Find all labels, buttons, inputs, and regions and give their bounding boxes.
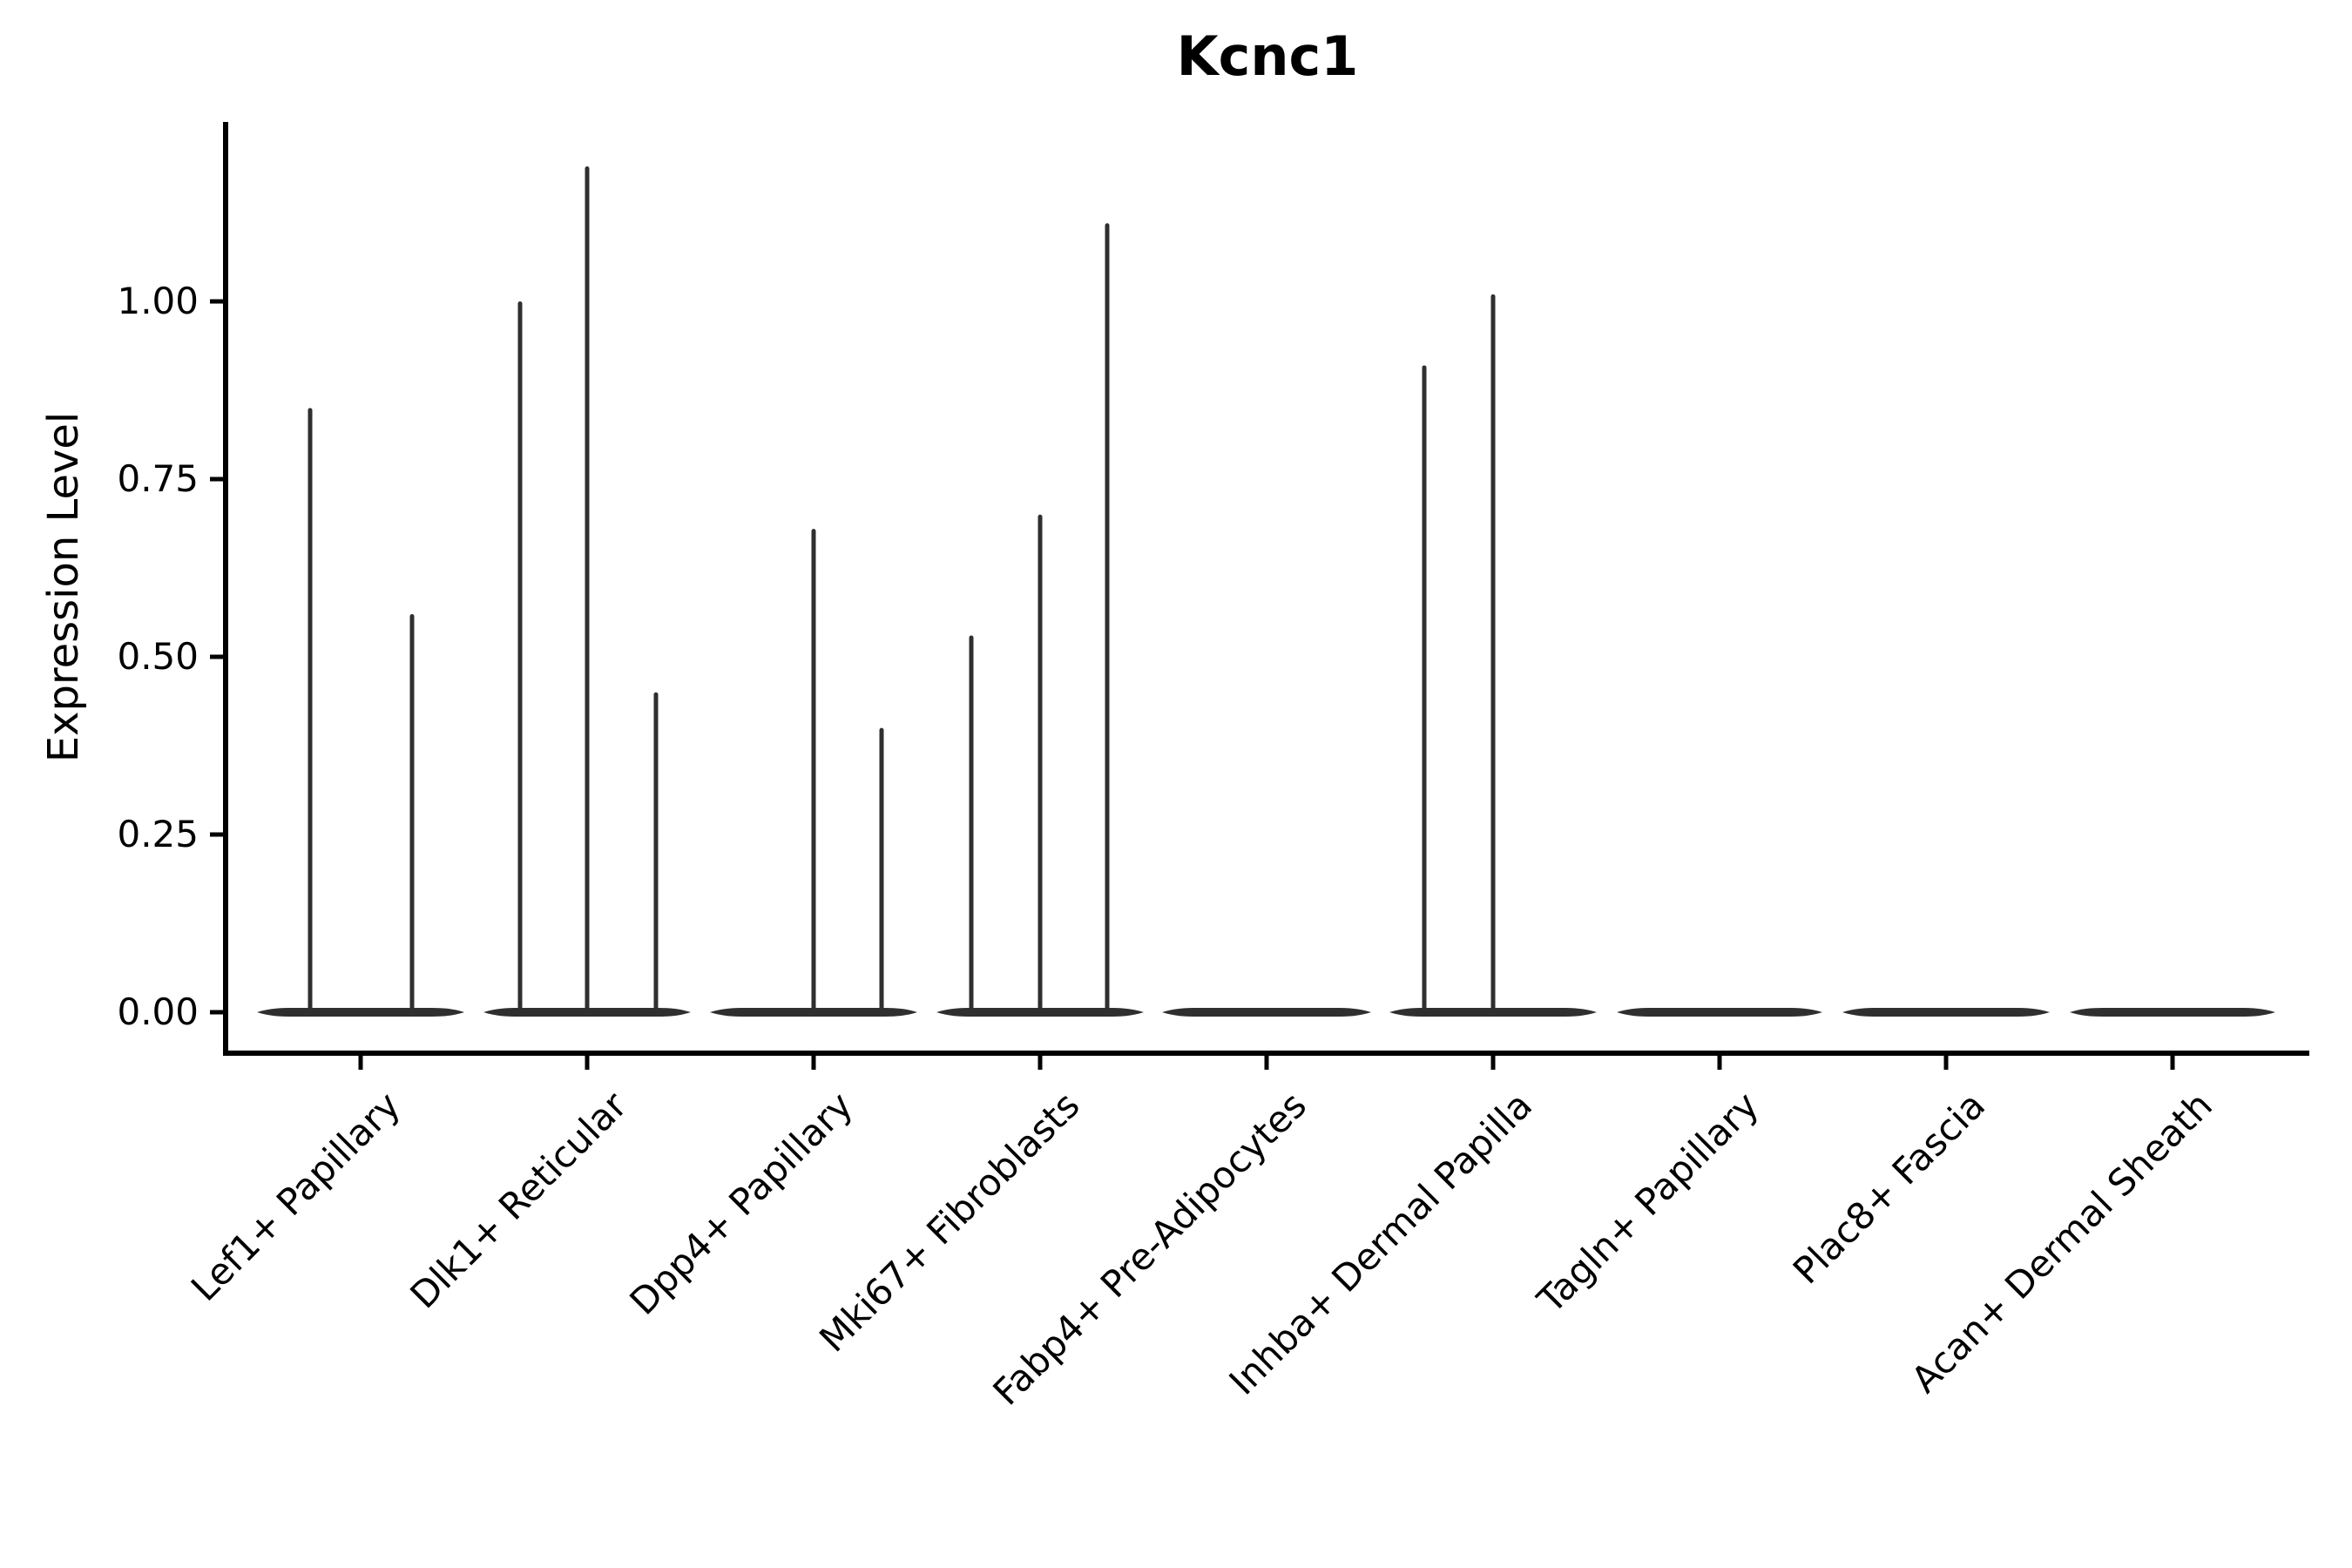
violin-6 bbox=[1389, 294, 1597, 1017]
violin-spike bbox=[517, 301, 523, 1012]
y-tick-label: 0.50 bbox=[117, 635, 199, 678]
violin-spike bbox=[409, 614, 415, 1012]
violin-2 bbox=[483, 166, 691, 1017]
violin-spike bbox=[879, 727, 884, 1012]
violin-base bbox=[1842, 1008, 2050, 1017]
violin-5 bbox=[1162, 1008, 1371, 1017]
y-tick-label: 0.00 bbox=[117, 990, 199, 1033]
violin-9 bbox=[2070, 1008, 2275, 1017]
violin-1 bbox=[257, 408, 464, 1017]
violin-spike bbox=[653, 692, 659, 1012]
violin-spike bbox=[1422, 365, 1427, 1012]
violin-base bbox=[1617, 1008, 1822, 1017]
violin-spike bbox=[1105, 223, 1110, 1012]
y-tick-label: 0.25 bbox=[117, 813, 199, 855]
violin-3 bbox=[710, 529, 917, 1017]
violin-base bbox=[936, 1008, 1144, 1017]
violin-spike bbox=[1037, 514, 1043, 1012]
violin-base bbox=[2070, 1008, 2275, 1017]
violin-4 bbox=[936, 223, 1144, 1017]
y-tick-label: 1.00 bbox=[117, 280, 199, 322]
y-tick-label: 0.75 bbox=[117, 457, 199, 500]
violin-spike bbox=[1490, 294, 1496, 1013]
violin-8 bbox=[1842, 1008, 2050, 1017]
chart-title: Kcnc1 bbox=[1176, 24, 1359, 88]
violin-spike bbox=[585, 166, 590, 1012]
violin-base bbox=[257, 1008, 464, 1017]
violin-spike bbox=[811, 529, 816, 1012]
violin-7 bbox=[1617, 1008, 1822, 1017]
violin-base bbox=[1162, 1008, 1371, 1017]
violin-spike bbox=[308, 408, 313, 1012]
violin-base bbox=[1389, 1008, 1597, 1017]
violin-base bbox=[710, 1008, 917, 1017]
violin-base bbox=[483, 1008, 691, 1017]
violin-spike bbox=[969, 635, 974, 1012]
